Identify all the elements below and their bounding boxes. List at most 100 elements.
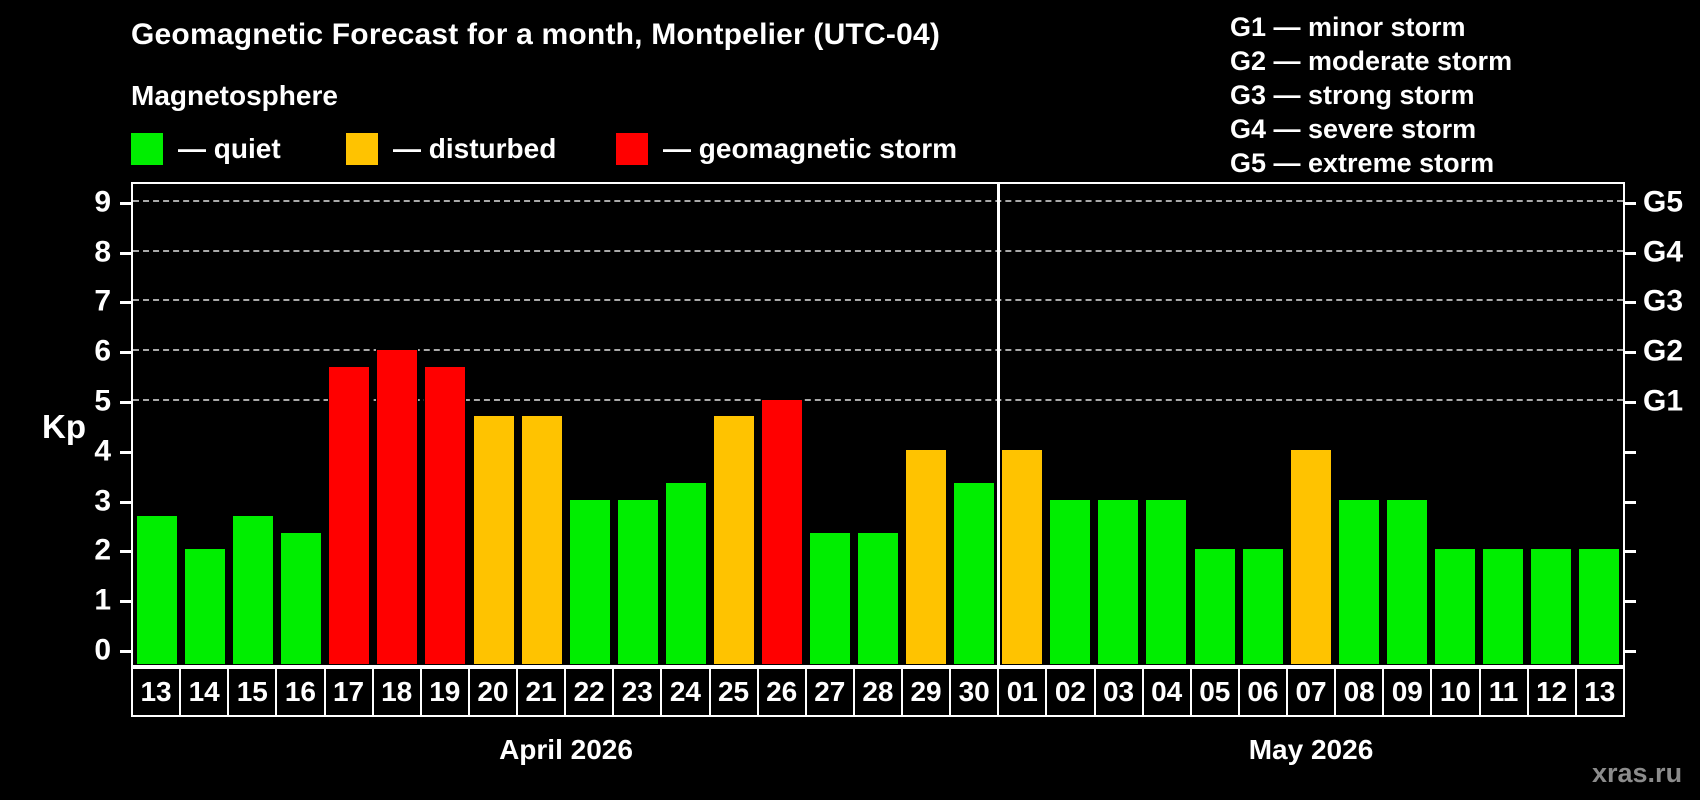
- day-label-cell: 26: [756, 667, 807, 717]
- kp-bar: [472, 415, 515, 665]
- y-tick: [120, 600, 131, 604]
- y-tick-label: 0: [94, 633, 111, 667]
- right-y-tick: [1625, 450, 1636, 454]
- kp-bar: [1001, 448, 1044, 665]
- kp-bar: [136, 515, 178, 665]
- y-tick: [120, 351, 131, 355]
- y-tick-label: 2: [94, 533, 111, 567]
- kp-bar: [1481, 548, 1524, 665]
- day-label-cell: 30: [949, 667, 1000, 717]
- quiet-color-swatch: [131, 133, 163, 165]
- day-label-cell: 28: [852, 667, 903, 717]
- day-label-cell: 06: [1237, 667, 1288, 717]
- right-y-tick: [1625, 401, 1636, 404]
- day-label-cell: 12: [1526, 667, 1577, 717]
- y-tick: [120, 550, 131, 554]
- y-tick: [120, 301, 131, 305]
- kp-bar: [712, 415, 755, 665]
- y-tick-label: 9: [94, 185, 111, 219]
- day-label-cell: 07: [1286, 667, 1337, 717]
- y-tick: [120, 500, 131, 504]
- month-label: May 2026: [1248, 734, 1374, 765]
- day-label-cell: 13: [131, 667, 182, 717]
- day-label-cell: 18: [371, 667, 422, 717]
- kp-bar: [184, 548, 227, 665]
- legend-item-label: — quiet: [178, 133, 281, 164]
- kp-bar: [1193, 548, 1236, 665]
- g-scale-label: G2: [1643, 334, 1684, 368]
- kp-bar: [376, 349, 419, 665]
- legend-item-storm: — geomagnetic storm: [616, 133, 957, 165]
- day-label-cell: 25: [708, 667, 759, 717]
- kp-bar: [1433, 548, 1476, 665]
- day-label-cell: 16: [275, 667, 326, 717]
- watermark: xras.ru: [1592, 758, 1683, 788]
- kp-bar: [953, 482, 996, 665]
- kp-bar: [664, 482, 707, 665]
- y-tick-label: 7: [94, 284, 111, 318]
- right-y-tick: [1625, 650, 1636, 653]
- right-y-tick: [1625, 351, 1636, 355]
- day-label-cell: 11: [1478, 667, 1529, 717]
- day-label-cell: 02: [1045, 667, 1096, 717]
- kp-bar: [1289, 448, 1332, 665]
- day-label-cell: 15: [227, 667, 278, 717]
- chart-subtitle: Magnetosphere: [131, 80, 338, 111]
- y-tick-label: 8: [94, 234, 111, 268]
- kp-bar: [1385, 498, 1428, 665]
- day-label-cell: 03: [1093, 667, 1144, 717]
- y-tick: [120, 251, 131, 255]
- gridline-kp-9: [133, 199, 1623, 202]
- g-scale-label: G5: [1643, 185, 1684, 219]
- kp-bar: [280, 532, 323, 665]
- y-tick: [120, 650, 131, 653]
- kp-bar: [1145, 498, 1188, 665]
- y-axis-title: Kp: [42, 408, 86, 445]
- kp-bar: [760, 399, 803, 665]
- storm-scale-line: G3 — strong storm: [1230, 80, 1475, 110]
- right-y-tick: [1625, 201, 1636, 205]
- g-scale-label: G3: [1643, 284, 1684, 318]
- day-label-cell: 21: [516, 667, 567, 717]
- gridline-kp-7: [133, 299, 1623, 302]
- right-y-tick: [1625, 600, 1636, 604]
- magnetosphere-legend: — quiet — disturbed — geomagnetic storm: [0, 133, 1700, 169]
- kp-bar-chart-plot-area: [131, 182, 1625, 667]
- y-axis-right-g-scale: G1 G2 G3 G4 G5: [1625, 184, 1700, 665]
- day-label-cell: 29: [901, 667, 952, 717]
- storm-scale-line: G2 — moderate storm: [1230, 46, 1513, 76]
- y-tick-label: 5: [94, 384, 111, 418]
- kp-bar: [424, 365, 467, 665]
- right-y-tick: [1625, 251, 1636, 255]
- kp-bar: [1241, 548, 1284, 665]
- kp-bar: [857, 532, 899, 665]
- day-label-cell: 20: [467, 667, 518, 717]
- day-label-cell: 09: [1382, 667, 1433, 717]
- legend-item-label: — geomagnetic storm: [663, 133, 958, 164]
- g-scale-label: G1: [1643, 384, 1684, 418]
- y-tick-label: 1: [94, 583, 111, 617]
- gridline-kp-8: [133, 249, 1623, 252]
- kp-bar: [1097, 498, 1140, 665]
- day-label-cell: 19: [419, 667, 470, 717]
- y-tick: [120, 450, 131, 454]
- right-y-tick: [1625, 550, 1636, 554]
- kp-bar: [1049, 498, 1092, 665]
- day-label-cell: 22: [564, 667, 615, 717]
- disturbed-color-swatch: [346, 133, 378, 165]
- chart-title: Geomagnetic Forecast for a month, Montpe…: [131, 18, 941, 51]
- y-tick-label: 6: [94, 334, 111, 368]
- y-tick-label: 3: [94, 483, 111, 517]
- day-label-cell: 13: [1574, 667, 1625, 717]
- legend-item-disturbed: — disturbed: [346, 133, 556, 165]
- legend-item-quiet: — quiet: [131, 133, 281, 165]
- y-axis-left: 0 1 2 3 4 5 6 7 8 9: [0, 184, 131, 667]
- storm-scale-legend: G1 — minor storm G2 — moderate storm G3 — …: [1230, 10, 1512, 180]
- day-label-cell: 23: [612, 667, 663, 717]
- day-label-cell: 01: [997, 667, 1048, 717]
- y-tick: [120, 401, 131, 404]
- right-y-tick: [1625, 301, 1636, 305]
- day-label-cell: 14: [179, 667, 230, 717]
- kp-bar: [232, 515, 275, 665]
